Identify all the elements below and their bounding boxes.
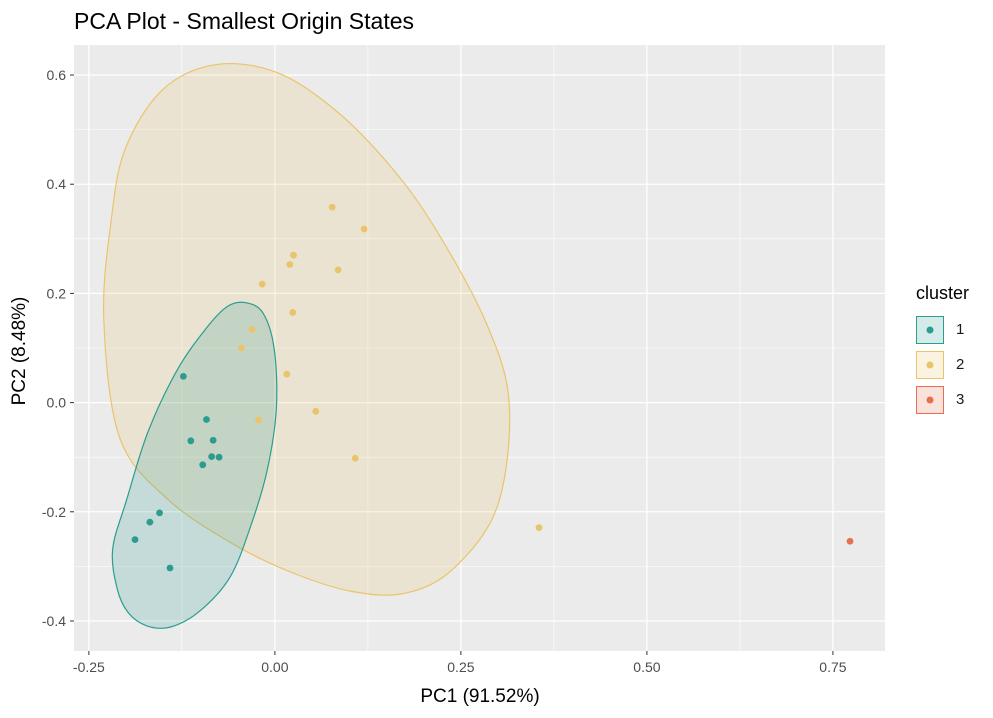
x-tick-label: -0.25: [73, 659, 105, 675]
cluster-2-point: [334, 266, 342, 274]
y-axis-ticks: -0.4 -0.2 0.0 0.2 0.4 0.6: [42, 67, 74, 629]
x-axis-label: PC1 (91.52%): [420, 686, 540, 707]
y-tick-label: -0.4: [42, 613, 66, 629]
cluster-1-point: [179, 372, 187, 380]
cluster-1-point: [166, 564, 174, 572]
cluster-1-point: [156, 509, 163, 517]
x-tick-label: 0.00: [261, 659, 288, 675]
legend-item-3: 3: [916, 382, 969, 417]
cluster-1-point: [199, 461, 207, 469]
legend: cluster 1 2 3: [916, 283, 969, 417]
cluster-1-point: [203, 416, 210, 423]
cluster-2-point: [283, 370, 291, 378]
y-tick-label: 0.6: [47, 67, 67, 83]
legend-key-swatch: [916, 315, 944, 344]
legend-items: 1 2 3: [916, 312, 969, 417]
cluster-2-point: [286, 261, 294, 268]
legend-label: 3: [956, 391, 965, 408]
cluster-1-point: [146, 518, 154, 526]
cluster-1-point: [208, 453, 216, 461]
legend-key-dot: [926, 361, 934, 368]
y-tick-label: 0.2: [47, 285, 67, 301]
cluster-1-point: [187, 437, 195, 445]
x-tick-label: 0.75: [819, 659, 846, 675]
chart-title: PCA Plot - Smallest Origin States: [74, 8, 415, 34]
legend-key-swatch: [916, 350, 944, 379]
cluster-1-point: [215, 453, 223, 461]
cluster-2-ellipse: [102, 62, 511, 596]
legend-item-2: 2: [916, 347, 969, 382]
legend-key-dot: [926, 326, 934, 333]
legend-key-dot: [926, 396, 934, 403]
legend-title: cluster: [916, 283, 970, 303]
cluster-1-point: [131, 536, 139, 544]
cluster-2-point: [258, 280, 266, 288]
legend-key-swatch: [916, 385, 944, 414]
cluster-3-point: [846, 537, 854, 545]
cluster-2-point: [290, 251, 297, 259]
cluster-2-point: [328, 203, 336, 211]
x-tick-label: 0.50: [633, 659, 660, 675]
cluster-2-point: [289, 309, 297, 316]
cluster-2-point: [248, 326, 256, 333]
y-tick-label: 0.4: [47, 176, 67, 192]
major-grid: [74, 45, 885, 651]
cluster-2-point: [535, 524, 543, 532]
ellipse-layer: [102, 62, 511, 629]
cluster-2-point: [312, 407, 320, 415]
y-tick-label: 0.0: [47, 395, 67, 411]
legend-label: 1: [956, 321, 965, 338]
cluster-2-point: [360, 225, 368, 233]
cluster-1-point: [209, 436, 217, 444]
cluster-2-point: [255, 416, 262, 424]
cluster-2-point: [238, 344, 245, 352]
x-tick-label: 0.25: [447, 659, 474, 675]
cluster-2-point: [351, 454, 359, 462]
y-axis-label: PC2 (8.48%): [9, 296, 30, 406]
cluster-1-ellipse: [111, 301, 278, 629]
point-layer: [131, 203, 854, 572]
legend-label: 2: [956, 356, 965, 373]
x-axis-ticks: -0.25 0.00 0.25 0.50 0.75: [73, 651, 847, 675]
legend-item-1: 1: [916, 312, 969, 347]
y-tick-label: -0.2: [42, 504, 66, 520]
